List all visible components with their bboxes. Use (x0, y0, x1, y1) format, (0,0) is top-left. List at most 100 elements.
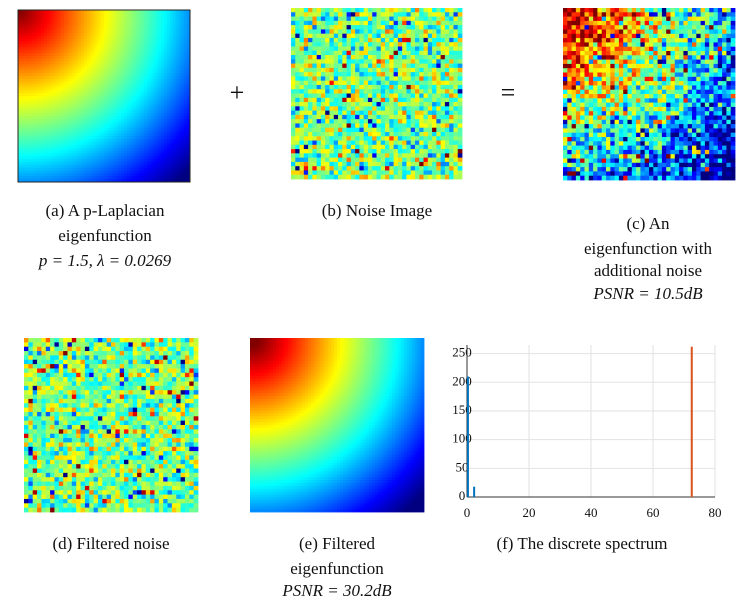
pixel (78, 75, 82, 80)
pixel (78, 55, 82, 60)
pixel (115, 30, 119, 34)
pixel (32, 75, 36, 80)
pixel (46, 161, 50, 166)
pixel (338, 50, 343, 56)
pixel (69, 53, 73, 57)
pixel (109, 75, 113, 80)
pixel (149, 78, 154, 83)
pixel (325, 123, 330, 129)
pixel (141, 81, 145, 85)
pixel (63, 136, 68, 140)
pixel (52, 167, 56, 171)
pixel (333, 89, 339, 94)
pixel (147, 124, 151, 128)
pixel (89, 47, 93, 51)
pixel (121, 144, 125, 148)
pixel (104, 44, 108, 48)
pixel (169, 27, 174, 31)
pixel (66, 173, 70, 177)
pixel (350, 84, 356, 90)
pixel (112, 133, 116, 137)
pixel (161, 21, 165, 25)
pixel (58, 121, 62, 126)
pixel (89, 176, 93, 180)
pixel (144, 27, 148, 31)
pixel (118, 118, 122, 123)
pixel (104, 47, 108, 51)
pixel (423, 63, 429, 69)
pixel (342, 67, 347, 73)
pixel (147, 110, 151, 114)
pixel (359, 20, 365, 26)
pixel (49, 130, 53, 134)
pixel (40, 27, 45, 31)
pixel (78, 176, 82, 180)
pixel (181, 67, 185, 71)
pixel (112, 47, 116, 51)
pixel (367, 127, 373, 133)
pixel (66, 150, 70, 154)
pixel (175, 47, 179, 51)
pixel (389, 42, 394, 47)
pixel (69, 47, 73, 51)
pixel (35, 130, 39, 134)
pixel (23, 87, 27, 91)
pixel (295, 72, 300, 77)
pixel (129, 50, 134, 54)
pixel (20, 96, 25, 100)
pixel (49, 67, 53, 71)
pixel (129, 38, 134, 42)
pixel (35, 139, 39, 143)
pixel (427, 46, 433, 52)
pixel (346, 140, 352, 146)
pixel (312, 153, 318, 159)
pixel (92, 50, 96, 54)
pixel (316, 153, 322, 159)
pixel (406, 140, 412, 146)
pixel (121, 133, 125, 137)
pixel (43, 81, 48, 85)
pixel (167, 32, 171, 37)
pixel (81, 35, 85, 40)
pixel (457, 55, 463, 60)
pixel (303, 110, 309, 116)
pixel (187, 113, 191, 117)
pixel (308, 20, 313, 26)
pixel (83, 58, 88, 62)
pixel (181, 12, 185, 17)
pixel (147, 84, 151, 88)
pixel (92, 130, 96, 134)
pixel (350, 55, 356, 60)
pixel (385, 55, 390, 60)
pixel (38, 130, 42, 134)
pixel (406, 67, 412, 73)
pixel (158, 116, 162, 120)
pixel (63, 161, 68, 166)
pixel (316, 110, 322, 116)
pixel (406, 89, 412, 94)
pixel (106, 61, 111, 65)
pixel (453, 42, 459, 47)
pixel (172, 35, 177, 40)
pixel (141, 87, 145, 91)
pixel (101, 101, 105, 105)
pixel (161, 70, 165, 74)
pixel (40, 179, 45, 183)
pixel (184, 58, 188, 62)
pixel (427, 12, 433, 17)
pixel (40, 144, 45, 148)
pixel (342, 29, 347, 35)
pixel (436, 12, 442, 17)
pixel (118, 44, 122, 48)
pixel (141, 18, 145, 22)
pixel (367, 84, 373, 90)
pixel (109, 139, 113, 143)
pixel (66, 136, 70, 140)
pixel (316, 16, 322, 22)
pixel (325, 76, 330, 82)
pixel (40, 35, 45, 40)
pixel (299, 72, 305, 77)
pixel (329, 127, 335, 133)
pixel (158, 24, 162, 28)
pixel (453, 102, 459, 107)
